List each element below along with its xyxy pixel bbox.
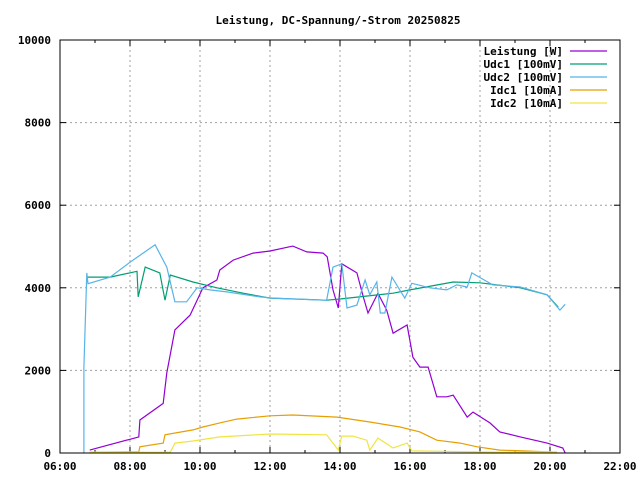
x-tick-label: 08:00	[113, 460, 146, 473]
series-line-2	[83, 243, 566, 453]
chart-title: Leistung, DC-Spannung/-Strom 20250825	[215, 14, 460, 27]
x-tick-label: 18:00	[463, 460, 496, 473]
y-tick-label: 8000	[25, 117, 52, 130]
x-tick-label: 14:00	[323, 460, 356, 473]
x-tick-label: 20:00	[533, 460, 566, 473]
y-tick-label: 4000	[25, 282, 52, 295]
legend-label: Udc2 [100mV]	[484, 71, 563, 84]
y-tick-label: 0	[44, 447, 51, 460]
plot-frame	[59, 39, 621, 454]
legend-label: Idc1 [10mA]	[490, 84, 563, 97]
legend-label: Udc1 [100mV]	[484, 58, 563, 71]
x-tick-label: 10:00	[183, 460, 216, 473]
series-line-4	[89, 433, 558, 453]
series-line-0	[89, 245, 566, 454]
axis-ticks: 0 2000 4000 6000 8000 10000 06:00 08:00 10:00 12:…	[18, 34, 637, 473]
x-tick-label: 12:00	[253, 460, 286, 473]
legend: Leistung [W]Udc1 [100mV]Udc2 [100mV]Idc1…	[484, 45, 607, 110]
x-tick-label: 06:00	[43, 460, 76, 473]
y-tick-label: 2000	[25, 364, 52, 377]
legend-label: Idc2 [10mA]	[490, 97, 563, 110]
y-tick-label: 6000	[25, 199, 52, 212]
x-tick-label: 22:00	[603, 460, 636, 473]
series-line-3	[89, 414, 558, 453]
legend-label: Leistung [W]	[484, 45, 563, 58]
x-tick-label: 16:00	[393, 460, 426, 473]
series-line-1	[86, 266, 559, 308]
series-group	[83, 243, 566, 454]
y-tick-label: 10000	[18, 34, 51, 47]
